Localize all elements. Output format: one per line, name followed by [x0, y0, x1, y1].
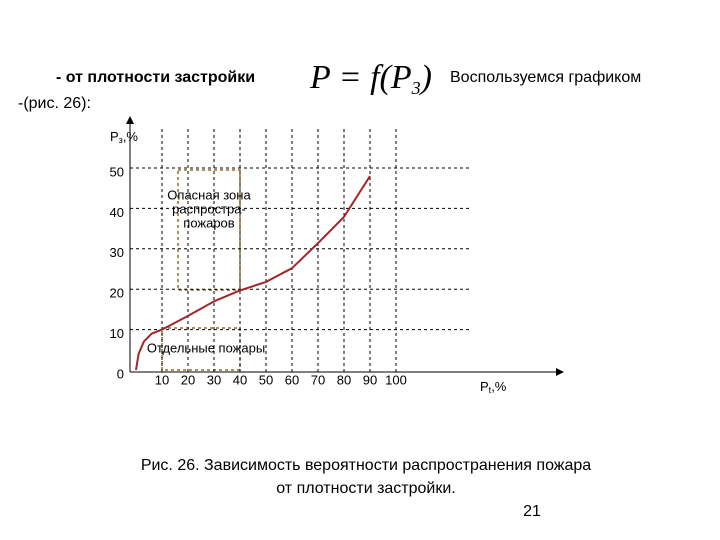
- lead-text: - от плотности застройки: [56, 69, 255, 86]
- y-tick-label: 10: [110, 326, 124, 341]
- x-tick-label: 60: [285, 372, 299, 387]
- x-axis-label: Рt,%: [480, 379, 507, 395]
- line-series: [135, 175, 371, 371]
- x-tick-label: 40: [233, 372, 247, 387]
- x-tick-label: 100: [385, 372, 407, 387]
- y-tick-label: 50: [110, 164, 124, 179]
- tail-text: Воспользуемся графиком: [450, 69, 641, 86]
- annotation: пожаров: [183, 215, 235, 230]
- danger-zone: [177, 169, 241, 291]
- y-tick-label: 20: [110, 286, 124, 301]
- y-tick-label: 30: [110, 245, 124, 260]
- caption: от плотности застройки.: [276, 480, 456, 497]
- x-tick-label: 90: [363, 372, 377, 387]
- y-tick-label: 0: [117, 366, 124, 381]
- single-fires-zone: [161, 327, 241, 371]
- x-tick-label: 80: [337, 372, 351, 387]
- page-number: 21: [523, 503, 541, 520]
- y-tick-label: 40: [110, 205, 124, 220]
- formula: P = f(P3): [309, 59, 432, 98]
- y-axis-label: Рз,%: [110, 129, 138, 145]
- annotation: Опасная зона: [167, 187, 251, 202]
- annotation: распростра-: [172, 201, 246, 216]
- x-tick-label: 50: [259, 372, 273, 387]
- x-tick-label: 10: [155, 372, 169, 387]
- annotation: Отдельные пожары: [147, 340, 265, 355]
- x-tick-label: 70: [311, 372, 325, 387]
- ref-text: -(рис. 26):: [18, 95, 91, 112]
- x-tick-label: 20: [181, 372, 195, 387]
- caption: Рис. 26. Зависимость вероятности распрос…: [141, 457, 591, 474]
- x-tick-label: 30: [207, 372, 221, 387]
